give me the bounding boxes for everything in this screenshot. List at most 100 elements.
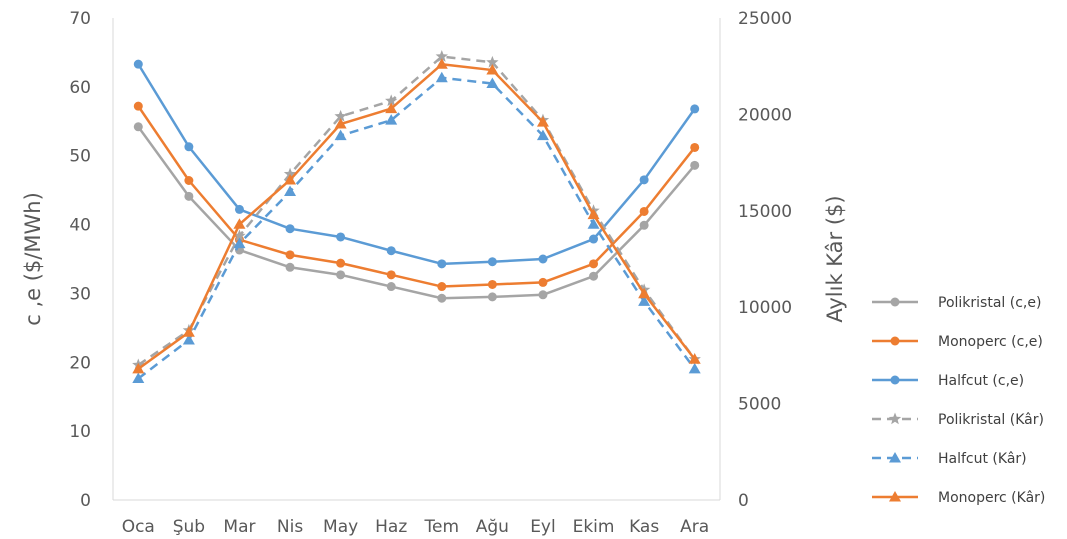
data-point bbox=[285, 250, 295, 260]
legend-item: Halfcut (c,e) bbox=[872, 373, 1024, 389]
y-right-tick-label: 10000 bbox=[738, 298, 792, 318]
data-point bbox=[385, 114, 398, 125]
data-point bbox=[688, 362, 701, 374]
y-right-tick-label: 20000 bbox=[738, 105, 792, 125]
series-line bbox=[137, 105, 696, 288]
data-point bbox=[285, 224, 295, 234]
data-point bbox=[336, 232, 346, 242]
series-line bbox=[137, 63, 696, 370]
legend-label: Halfcut (Kâr) bbox=[938, 451, 1027, 467]
series-halfcut-c-e bbox=[133, 59, 700, 269]
data-point bbox=[182, 333, 195, 345]
legend: Polikristal (c,e) Monoperc (c,e) Halfcut (… bbox=[872, 295, 1045, 506]
x-tick-label: Mar bbox=[223, 517, 255, 537]
legend-marker bbox=[890, 375, 900, 385]
series-monoperc-k-r bbox=[132, 58, 701, 374]
y-left-tick-label: 20 bbox=[69, 353, 91, 373]
data-point bbox=[234, 204, 244, 214]
data-point bbox=[385, 102, 398, 114]
data-point bbox=[283, 167, 297, 180]
data-point bbox=[639, 220, 649, 230]
legend-label: Polikristal (Kâr) bbox=[938, 412, 1044, 428]
data-point bbox=[639, 175, 649, 185]
data-point bbox=[336, 258, 346, 268]
series-monoperc-c-e bbox=[133, 101, 700, 292]
y-left-tick-label: 60 bbox=[69, 78, 91, 98]
data-point bbox=[132, 372, 145, 384]
data-point bbox=[334, 118, 347, 129]
data-point bbox=[638, 287, 651, 299]
data-point bbox=[690, 142, 700, 152]
x-tick-label: Oca bbox=[122, 517, 155, 537]
legend-item: Polikristal (Kâr) bbox=[872, 412, 1044, 428]
legend-marker bbox=[888, 412, 902, 425]
data-point bbox=[386, 282, 396, 292]
series-halfcut-k-r bbox=[132, 71, 701, 384]
data-point bbox=[184, 176, 194, 186]
data-point bbox=[133, 101, 143, 111]
legend-marker bbox=[889, 491, 901, 502]
y-right-tick-label: 15000 bbox=[738, 202, 792, 222]
data-point bbox=[587, 208, 600, 220]
x-tick-label: Ağu bbox=[476, 517, 509, 537]
data-point bbox=[487, 257, 497, 267]
data-point bbox=[284, 173, 297, 185]
data-point bbox=[538, 254, 548, 264]
data-point bbox=[285, 262, 295, 272]
x-tick-label: Kas bbox=[629, 517, 659, 537]
data-point bbox=[536, 116, 549, 127]
legend-label: Monoperc (Kâr) bbox=[938, 490, 1045, 506]
data-point bbox=[487, 279, 497, 289]
data-point bbox=[233, 229, 246, 242]
y-left-tick-label: 30 bbox=[69, 284, 91, 304]
data-point bbox=[589, 259, 599, 269]
legend-item: Monoperc (c,e) bbox=[872, 334, 1043, 350]
legend-item: Polikristal (c,e) bbox=[872, 295, 1041, 311]
legend-item: Monoperc (Kâr) bbox=[872, 490, 1045, 506]
data-point bbox=[336, 270, 346, 280]
y-right-tick-label: 5000 bbox=[738, 395, 781, 415]
legend-label: Monoperc (c,e) bbox=[938, 334, 1043, 350]
data-point bbox=[435, 58, 448, 69]
axes: 0 10 20 30 40 50 60 70 0 5000 10000 15000 20000 25000… bbox=[69, 9, 792, 537]
legend-marker bbox=[890, 297, 900, 307]
data-point bbox=[437, 293, 447, 303]
data-point bbox=[233, 218, 246, 229]
y-left-tick-label: 40 bbox=[69, 216, 91, 236]
data-point bbox=[437, 282, 447, 292]
data-point bbox=[435, 50, 448, 62]
data-point bbox=[638, 295, 651, 306]
data-point bbox=[690, 104, 700, 114]
legend-marker bbox=[890, 336, 900, 346]
x-tick-label: Eyl bbox=[530, 517, 556, 537]
data-point bbox=[487, 292, 497, 302]
data-point bbox=[486, 64, 499, 75]
data-point bbox=[133, 122, 143, 132]
series-line bbox=[137, 55, 696, 367]
data-point bbox=[536, 129, 549, 141]
legend-marker bbox=[889, 452, 901, 463]
data-point bbox=[589, 271, 599, 281]
x-tick-label: Şub bbox=[173, 517, 205, 537]
data-point bbox=[538, 277, 548, 287]
legend-item: Halfcut (Kâr) bbox=[872, 451, 1027, 467]
data-point bbox=[437, 259, 447, 269]
data-point bbox=[486, 55, 499, 68]
data-point bbox=[334, 109, 347, 122]
data-point bbox=[639, 206, 649, 216]
data-point bbox=[385, 94, 398, 107]
data-point bbox=[132, 362, 145, 374]
y-left-tick-label: 70 bbox=[69, 9, 91, 29]
x-tick-label: Ara bbox=[680, 517, 709, 537]
series-line bbox=[137, 76, 696, 380]
y-axis-right-title: Aylık Kâr ($) bbox=[823, 195, 847, 322]
data-point bbox=[386, 270, 396, 280]
data-point bbox=[184, 142, 194, 152]
legend-label: Halfcut (c,e) bbox=[938, 373, 1024, 389]
data-point bbox=[133, 59, 143, 69]
data-point bbox=[435, 71, 448, 83]
y-right-tick-label: 25000 bbox=[738, 9, 792, 29]
legend-label: Polikristal (c,e) bbox=[938, 295, 1041, 311]
y-left-tick-label: 0 bbox=[80, 491, 91, 511]
